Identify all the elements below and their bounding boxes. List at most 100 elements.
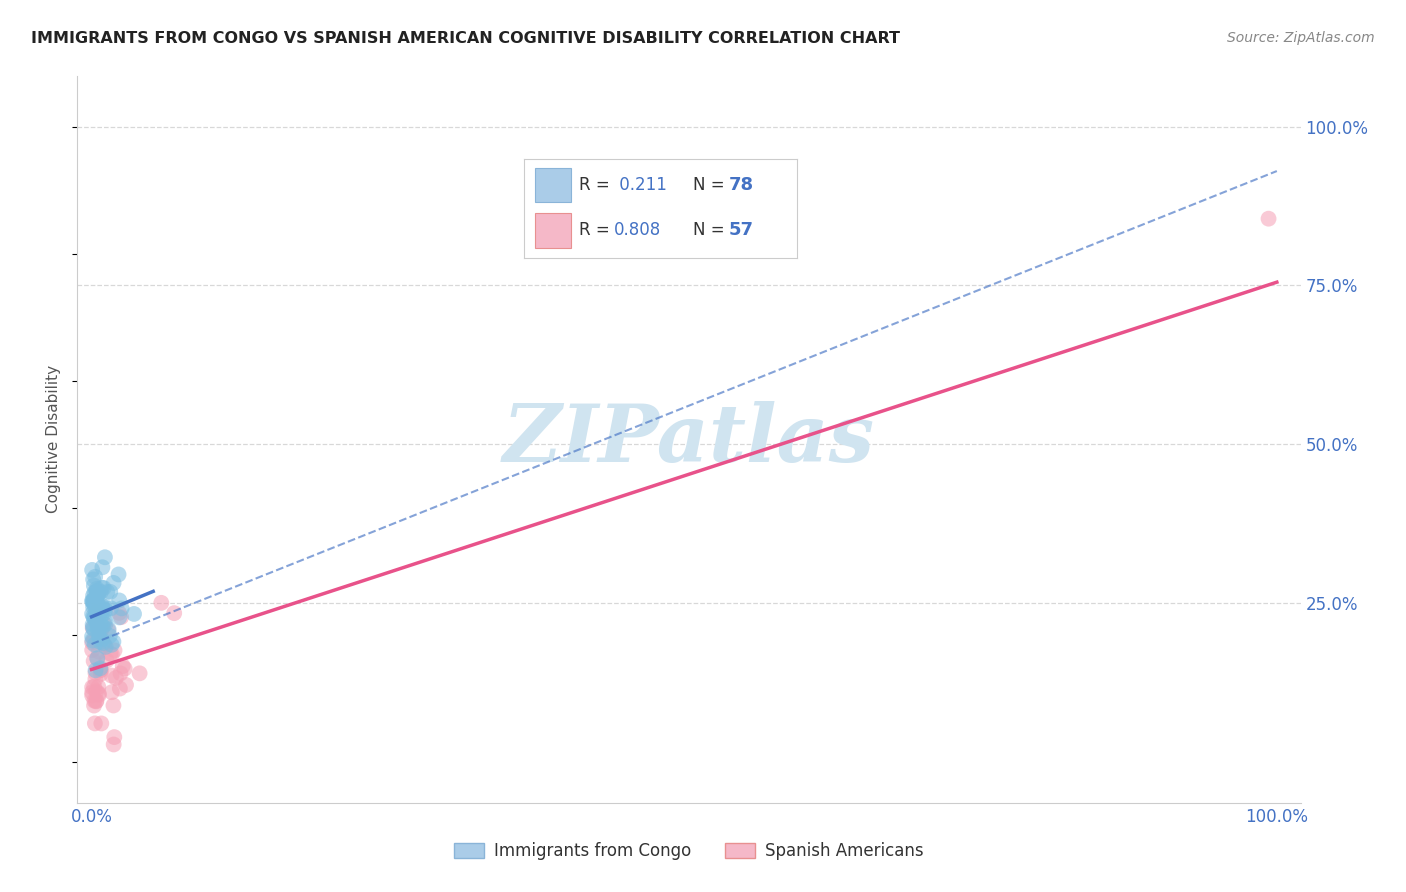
- Point: [84, 684, 107, 698]
- Point: [84, 605, 107, 619]
- Point: [90, 608, 112, 623]
- Point: [114, 662, 136, 676]
- Point: [83, 611, 105, 625]
- Text: N =: N =: [693, 176, 730, 194]
- Point: [91, 620, 114, 634]
- Point: [86, 651, 108, 665]
- Point: [83, 698, 105, 713]
- Text: 57: 57: [728, 220, 754, 239]
- FancyBboxPatch shape: [536, 168, 571, 202]
- Point: [82, 680, 104, 694]
- Point: [103, 698, 125, 713]
- Text: 78: 78: [728, 176, 754, 194]
- Point: [89, 635, 111, 649]
- Point: [108, 681, 131, 696]
- Point: [110, 610, 132, 624]
- Point: [103, 643, 125, 657]
- Point: [98, 585, 121, 599]
- Point: [103, 730, 125, 744]
- Point: [93, 638, 115, 652]
- Point: [83, 597, 105, 611]
- Point: [94, 603, 117, 617]
- Point: [87, 620, 110, 634]
- Point: [82, 617, 104, 632]
- Point: [86, 589, 108, 603]
- Point: [89, 631, 111, 645]
- Point: [87, 686, 110, 700]
- Text: R =: R =: [579, 220, 614, 239]
- Point: [94, 640, 117, 654]
- Point: [82, 643, 104, 657]
- Point: [163, 606, 186, 620]
- Point: [86, 597, 108, 611]
- Point: [83, 578, 105, 592]
- Point: [89, 605, 111, 619]
- Point: [150, 596, 173, 610]
- Point: [93, 614, 115, 628]
- Point: [94, 617, 117, 632]
- Point: [90, 619, 112, 633]
- Point: [87, 586, 110, 600]
- Point: [86, 694, 108, 708]
- Point: [82, 594, 104, 608]
- Point: [82, 594, 104, 608]
- Point: [89, 663, 111, 677]
- Point: [84, 694, 107, 708]
- Text: IMMIGRANTS FROM CONGO VS SPANISH AMERICAN COGNITIVE DISABILITY CORRELATION CHART: IMMIGRANTS FROM CONGO VS SPANISH AMERICA…: [31, 31, 900, 46]
- Point: [87, 622, 110, 636]
- Point: [87, 645, 110, 659]
- Point: [97, 624, 120, 638]
- Point: [91, 636, 114, 650]
- Point: [90, 663, 112, 677]
- Point: [93, 581, 115, 595]
- Point: [90, 716, 112, 731]
- Point: [110, 666, 132, 681]
- Point: [84, 615, 107, 629]
- Point: [83, 680, 105, 694]
- Point: [86, 602, 108, 616]
- Point: [87, 688, 110, 702]
- Point: [103, 634, 125, 648]
- Point: [108, 606, 131, 620]
- Point: [90, 624, 112, 638]
- Point: [87, 630, 110, 644]
- Point: [89, 607, 111, 621]
- Point: [115, 678, 138, 692]
- Point: [86, 584, 108, 599]
- Point: [91, 632, 114, 647]
- Point: [128, 666, 150, 681]
- Point: [86, 651, 108, 665]
- Point: [110, 601, 132, 615]
- Point: [84, 614, 107, 628]
- Point: [96, 585, 118, 599]
- Point: [87, 588, 110, 602]
- Y-axis label: Cognitive Disability: Cognitive Disability: [46, 365, 62, 514]
- Point: [83, 632, 105, 647]
- Text: R =: R =: [579, 176, 614, 194]
- Point: [100, 601, 122, 615]
- Point: [82, 599, 104, 614]
- Point: [83, 599, 105, 613]
- Text: N =: N =: [693, 220, 730, 239]
- Point: [100, 668, 122, 682]
- Point: [82, 685, 104, 699]
- Point: [91, 599, 114, 613]
- Point: [82, 607, 104, 621]
- Point: [103, 738, 125, 752]
- Point: [84, 615, 107, 629]
- Point: [82, 594, 104, 608]
- Point: [94, 600, 117, 615]
- Point: [83, 622, 105, 636]
- Point: [90, 666, 112, 681]
- Point: [100, 647, 122, 661]
- Point: [83, 716, 105, 731]
- Point: [91, 560, 114, 574]
- Point: [82, 620, 104, 634]
- Point: [90, 623, 112, 637]
- Point: [86, 584, 108, 599]
- Point: [82, 593, 104, 607]
- Point: [82, 635, 104, 649]
- Point: [86, 582, 108, 596]
- Point: [101, 648, 124, 662]
- Legend: Immigrants from Congo, Spanish Americans: Immigrants from Congo, Spanish Americans: [447, 836, 931, 867]
